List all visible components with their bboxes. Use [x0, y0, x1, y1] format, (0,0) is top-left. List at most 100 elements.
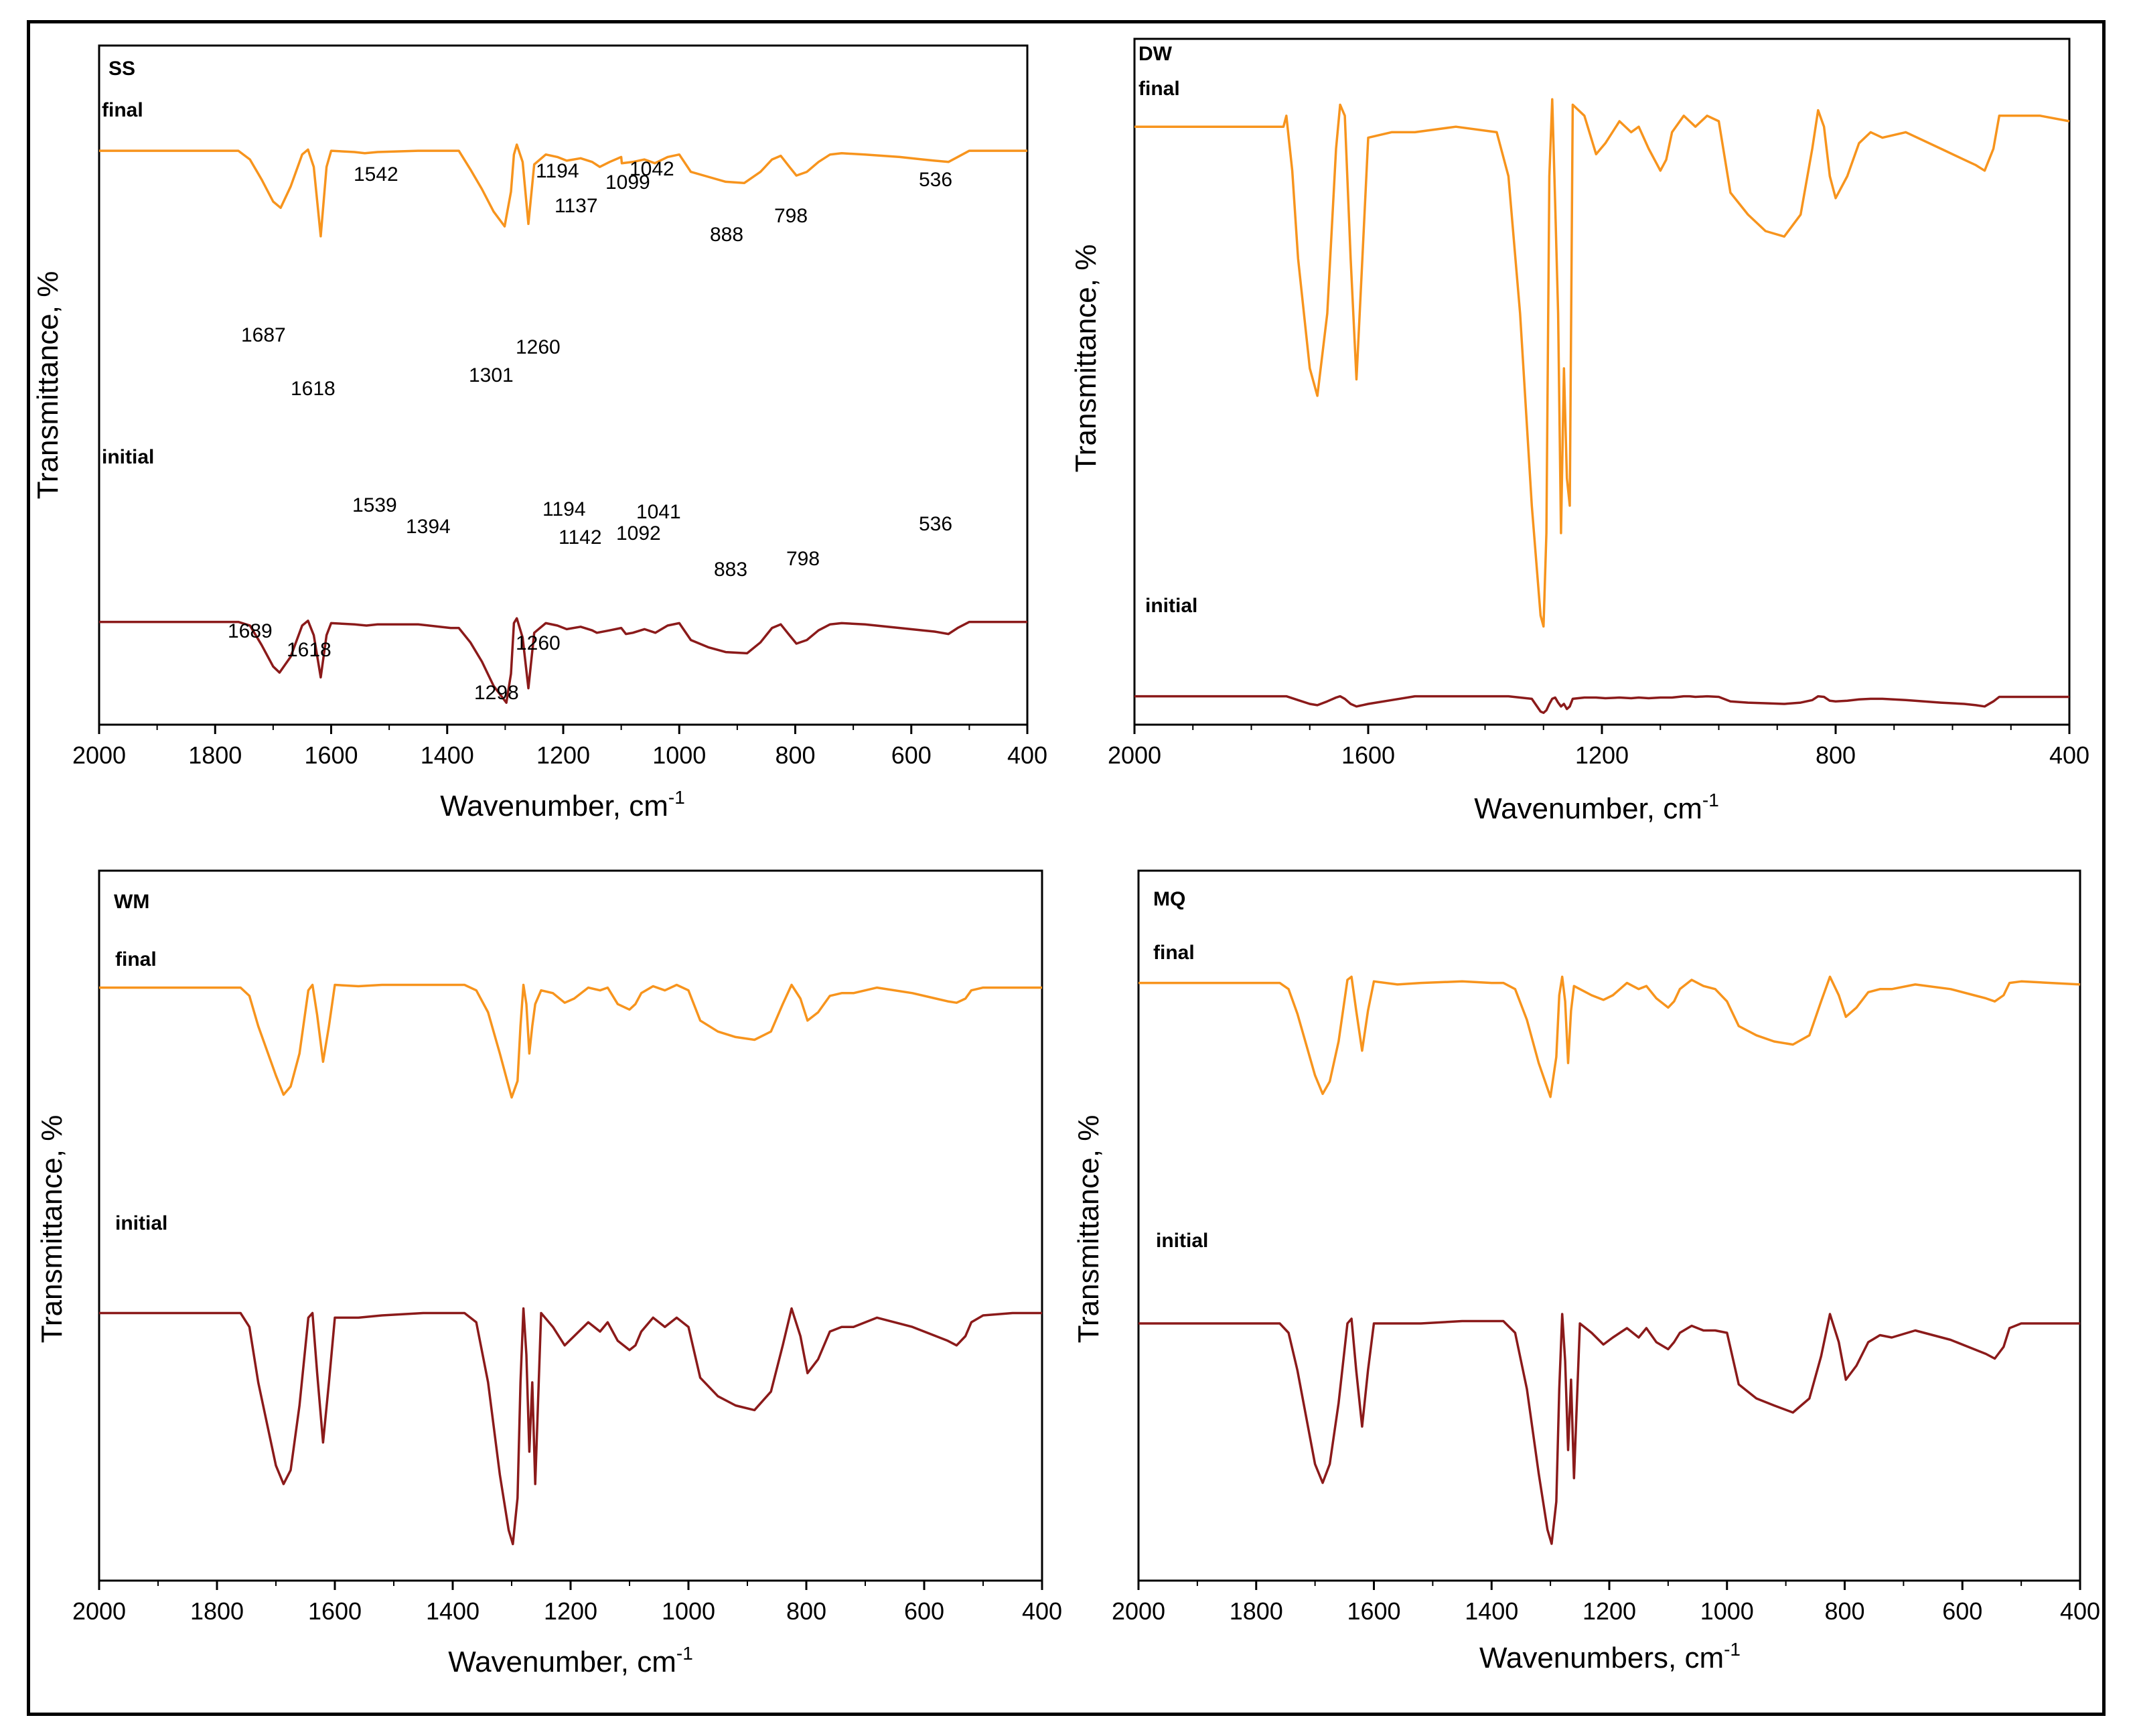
peak-label-ss-final-1099: 1099: [605, 171, 650, 194]
panel-ss-x-axis-label: Wavenumber, cm-1: [440, 787, 685, 822]
peak-label-ss-initial-1298: 1298: [474, 682, 519, 704]
peak-label-ss-initial-1394: 1394: [406, 516, 451, 538]
peak-label-ss-initial-1689: 1689: [228, 620, 273, 642]
series-line-mq-final: [1138, 975, 2081, 1098]
peak-label-ss-final-536: 536: [919, 169, 952, 191]
x-tick-label-mq-1800: 1800: [1230, 1597, 1283, 1625]
peak-label-ss-initial-1092: 1092: [616, 522, 661, 545]
x-tick-label-ss-1000: 1000: [652, 741, 706, 769]
peak-label-ss-final-1137: 1137: [555, 195, 598, 217]
panel-wm-x-ticks: 2000 1800 1600 1400 1200 1000 800 600 400: [72, 1581, 1062, 1625]
x-tick-label-dw-400: 400: [2049, 741, 2089, 769]
x-tick-label-mq-600: 600: [1942, 1597, 1982, 1625]
peak-label-ss-final-1194: 1194: [536, 160, 579, 182]
x-tick-label-mq-1400: 1400: [1465, 1597, 1518, 1625]
peak-label-ss-final-1687: 1687: [241, 324, 286, 346]
panel-dw-x-axis-label: Wavenumber, cm-1: [1474, 790, 1719, 825]
x-tick-label-mq-2000: 2000: [1112, 1597, 1165, 1625]
x-tick-label-dw-1600: 1600: [1341, 741, 1395, 769]
x-tick-label-ss-1400: 1400: [421, 741, 474, 769]
x-tick-label-wm-1000: 1000: [662, 1597, 715, 1625]
panel-dw-initial-label: initial: [1145, 595, 1197, 617]
panel-mq: MQ Transmittance, % Wavenumbers, cm-1 20…: [1072, 869, 2100, 1674]
panel-dw-series: [1134, 98, 2070, 715]
panel-wm-series: [99, 983, 1042, 1546]
x-tick-label-mq-400: 400: [2060, 1597, 2100, 1625]
x-tick-label-ss-400: 400: [1007, 741, 1047, 769]
x-tick-label-ss-600: 600: [891, 741, 932, 769]
x-tick-label-mq-1200: 1200: [1582, 1597, 1636, 1625]
x-tick-label-mq-1000: 1000: [1700, 1597, 1754, 1625]
peak-label-ss-initial-536: 536: [919, 513, 952, 535]
panel-ss-id-label: SS: [108, 58, 135, 80]
x-tick-label-wm-400: 400: [1022, 1597, 1062, 1625]
series-line-ss-final: [99, 143, 1027, 238]
peak-label-ss-final-1260: 1260: [516, 336, 561, 358]
panel-dw: DW Transmittance, % Wavenumber, cm-1 200…: [1070, 38, 2089, 825]
x-tick-label-ss-800: 800: [775, 741, 815, 769]
peak-label-ss-final-798: 798: [774, 205, 808, 227]
panel-mq-series: [1138, 975, 2081, 1545]
figure-frame: [27, 20, 2106, 1716]
x-tick-label-ss-1200: 1200: [536, 741, 590, 769]
x-tick-label-wm-1200: 1200: [544, 1597, 597, 1625]
series-line-wm-initial: [99, 1307, 1042, 1546]
x-tick-label-dw-800: 800: [1816, 741, 1856, 769]
peak-label-ss-final-1618: 1618: [291, 378, 336, 400]
panel-wm-plot-area: [98, 869, 1043, 1582]
peak-label-ss-final-1042: 1042: [630, 158, 674, 180]
panel-mq-final-label: final: [1153, 942, 1195, 964]
panel-dw-plot-area: [1133, 38, 2071, 726]
panel-ss-series: [99, 143, 1027, 704]
panel-dw-annotations: final initial: [1138, 78, 1197, 617]
x-tick-label-ss-1800: 1800: [188, 741, 242, 769]
panel-mq-initial-label: initial: [1156, 1230, 1208, 1252]
peak-label-ss-initial-1041: 1041: [636, 501, 681, 523]
peak-label-ss-final-1542: 1542: [354, 163, 398, 186]
series-line-wm-final: [99, 983, 1042, 1099]
x-tick-label-wm-1400: 1400: [426, 1597, 480, 1625]
panel-wm-id-label: WM: [114, 891, 149, 913]
panel-ss-annotations: final initial 1542 1194 1137 1099 1042 8…: [102, 99, 952, 704]
peak-label-ss-initial-1194: 1194: [542, 498, 586, 520]
x-tick-label-mq-800: 800: [1824, 1597, 1864, 1625]
panel-wm: WM Transmittance, % Wavenumber, cm-1 200…: [35, 869, 1062, 1678]
panel-mq-y-axis-label: Transmittance, %: [1072, 1115, 1105, 1344]
panel-ss-x-ticks: 2000 1800 1600 1400 1200 1000 800 600 400: [72, 725, 1047, 769]
panel-wm-initial-label: initial: [115, 1212, 167, 1234]
peak-label-ss-initial-883: 883: [714, 559, 747, 581]
x-tick-label-mq-1600: 1600: [1347, 1597, 1400, 1625]
panel-dw-x-ticks: 2000 1600 1200 800 400: [1108, 725, 2089, 769]
panel-mq-id-label: MQ: [1153, 888, 1185, 910]
panel-wm-annotations: final initial: [115, 948, 167, 1234]
panel-mq-x-ticks: 2000 1800 1600 1400 1200 1000 800 600 400: [1112, 1581, 2100, 1625]
series-line-mq-initial: [1138, 1313, 2080, 1545]
panel-wm-y-axis-label: Transmittance, %: [35, 1115, 68, 1344]
panel-ss: SS Transmittance, % Wavenumber, cm-1 200…: [31, 44, 1047, 822]
panel-ss-initial-label: initial: [102, 446, 154, 468]
panel-mq-annotations: final initial: [1153, 942, 1208, 1252]
panel-mq-x-axis-label: Wavenumbers, cm-1: [1479, 1639, 1741, 1674]
panel-mq-plot-area: [1137, 869, 2081, 1582]
panel-wm-x-axis-label: Wavenumber, cm-1: [448, 1643, 693, 1678]
series-line-dw-initial: [1134, 695, 2069, 715]
panel-ss-y-axis-label: Transmittance, %: [31, 271, 64, 500]
peak-label-ss-final-888: 888: [710, 224, 743, 246]
panel-dw-y-axis-label: Transmittance, %: [1070, 244, 1102, 473]
x-tick-label-wm-1600: 1600: [308, 1597, 362, 1625]
peak-label-ss-initial-1618: 1618: [287, 639, 332, 661]
x-tick-label-dw-1200: 1200: [1575, 741, 1629, 769]
x-tick-label-wm-800: 800: [786, 1597, 826, 1625]
panel-wm-final-label: final: [115, 948, 157, 970]
x-tick-label-wm-2000: 2000: [72, 1597, 126, 1625]
x-tick-label-wm-600: 600: [904, 1597, 944, 1625]
series-line-dw-final: [1134, 98, 2070, 628]
peak-label-ss-final-1301: 1301: [469, 364, 514, 386]
panel-dw-final-label: final: [1138, 78, 1180, 100]
panel-dw-id-label: DW: [1138, 43, 1173, 65]
x-tick-label-ss-1600: 1600: [304, 741, 358, 769]
peak-label-ss-initial-1539: 1539: [352, 494, 397, 516]
peak-label-ss-initial-798: 798: [786, 548, 820, 570]
x-tick-label-wm-1800: 1800: [190, 1597, 244, 1625]
